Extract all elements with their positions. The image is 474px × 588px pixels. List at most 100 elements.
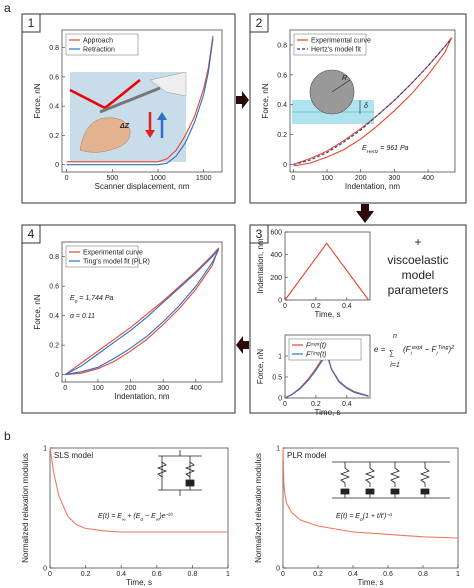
y-tick-label: 1 [43, 446, 47, 453]
y-tick-label: 0.2 [49, 343, 59, 350]
x-tick-label: 0.4 [116, 571, 126, 578]
x-tick-label: 400 [422, 175, 434, 182]
text-run: E(t) = E [336, 513, 360, 520]
y-tick-label: 400 [270, 252, 282, 259]
text-run: − E [143, 513, 156, 520]
panel-number: 1 [28, 16, 35, 30]
x-tick-label: 0.8 [188, 571, 198, 578]
y-axis-label: Normalized relaxation modulus [254, 453, 263, 563]
panel-number: 4 [28, 227, 35, 241]
text-run: (t) [320, 343, 327, 350]
x-tick-label: 1 [226, 571, 230, 578]
text-run: (t) [320, 352, 327, 359]
text-run: Ting [310, 350, 320, 356]
y-tick-label: 0 [55, 162, 59, 169]
text-run: = 1,744 Pa [77, 295, 113, 302]
x-tick-label: 0.2 [313, 571, 323, 578]
x-tick-label: 0.2 [81, 571, 91, 578]
text-run: ∞ [122, 518, 126, 523]
x-tick-label: 100 [92, 385, 104, 392]
x-tick-label: 0.2 [311, 303, 321, 310]
legend-label: Approach [83, 38, 113, 45]
annotation: EHertz = 961 Pa [362, 145, 409, 155]
series-line [282, 447, 459, 539]
x-axis-label: Time, s [358, 578, 384, 587]
legend-box [293, 33, 367, 56]
y-tick-label: 0.2 [277, 132, 287, 139]
text-run: ∞ [156, 518, 160, 523]
y-tick-label: 1 [276, 446, 280, 453]
x-tick-label: 0.4 [342, 401, 352, 408]
sls-schematic [156, 450, 202, 496]
text-run: i [436, 351, 438, 357]
text-run: (F [403, 345, 412, 354]
y-tick-label: 0 [276, 566, 280, 573]
series-line [284, 242, 369, 301]
legend-label: Experimental curve [83, 250, 143, 257]
text-run: R [342, 75, 347, 82]
annotation: R [342, 75, 347, 82]
legend-label: Fexpt(t) [306, 341, 326, 350]
y-tick-label: 0.6 [49, 284, 59, 291]
text-run: Hertz [367, 149, 379, 155]
series-line [66, 35, 214, 163]
flow-arrows [236, 91, 374, 354]
y-tick-label: 0.6 [277, 72, 287, 79]
x-tick-label: 0.6 [152, 571, 162, 578]
y-axis-label: Force, nN [256, 349, 265, 384]
text-run: 0 [75, 299, 78, 305]
panel-number: 3 [256, 227, 263, 241]
equation-upper: n [393, 333, 397, 340]
annotation: E(t) = E∞ + (E0 − E∞)e−t/τ [98, 512, 174, 523]
y-axis-label: Force, nN [33, 83, 42, 118]
text-run: expt [412, 345, 423, 351]
panel-frames [21, 13, 467, 414]
annotation: E(t) = E0(1 + t/t′)−α [336, 513, 392, 523]
y-tick-label: 0 [55, 372, 59, 379]
x-axis-label: Time, s [315, 408, 341, 417]
text-run: Ting [438, 345, 450, 351]
text-run: + (E [125, 513, 140, 520]
x-tick-label: 300 [157, 385, 169, 392]
x-tick-label: 0 [281, 571, 285, 578]
y-tick-label: 0.4 [49, 313, 59, 320]
x-axis-label: Indentation, nm [114, 392, 169, 401]
x-tick-label: 1500 [196, 175, 212, 182]
legend-box [65, 245, 139, 268]
x-tick-label: 0.4 [348, 571, 358, 578]
series-line [66, 38, 214, 166]
y-tick-label: 0.4 [49, 104, 59, 111]
x-tick-label: 400 [190, 385, 202, 392]
text-run: ΔZ [119, 123, 130, 130]
side-text: viscoelastic [387, 253, 448, 267]
text-run: = 961 Pa [378, 145, 408, 152]
legend-label: Retraction [83, 47, 115, 54]
x-tick-label: 0 [65, 175, 69, 182]
x-tick-label: 1 [456, 571, 460, 578]
legend-label: Hertz's model fit [311, 47, 361, 54]
text-run: i [411, 351, 413, 357]
y-axis-label: Force, nN [33, 294, 42, 329]
x-tick-label: 200 [125, 385, 137, 392]
text-run: − F [422, 345, 437, 354]
annotation: E0 = 1,744 Pa [70, 295, 114, 305]
x-tick-label: 100 [321, 175, 333, 182]
text-run: E [70, 295, 75, 302]
y-tick-label: 0 [278, 396, 282, 403]
y-tick-label: 0.5 [272, 375, 282, 382]
y-axis-label: Force, nN [261, 83, 270, 118]
text-run: 0 [140, 517, 143, 523]
annotation: δ [364, 103, 368, 110]
figure-label: b [4, 429, 11, 443]
x-tick-label: 0.6 [383, 571, 393, 578]
text-run: −t/τ [166, 512, 175, 518]
plot-frame [284, 334, 371, 399]
legend-label: Experimental curve [311, 38, 371, 45]
text-run: E [362, 145, 367, 152]
series-line [65, 249, 220, 376]
text-run: δ [364, 103, 368, 110]
x-tick-label: 1000 [150, 175, 166, 182]
equation-body: (Fiexpt − FiTing)2 [403, 345, 455, 357]
plot-frame [284, 231, 371, 301]
